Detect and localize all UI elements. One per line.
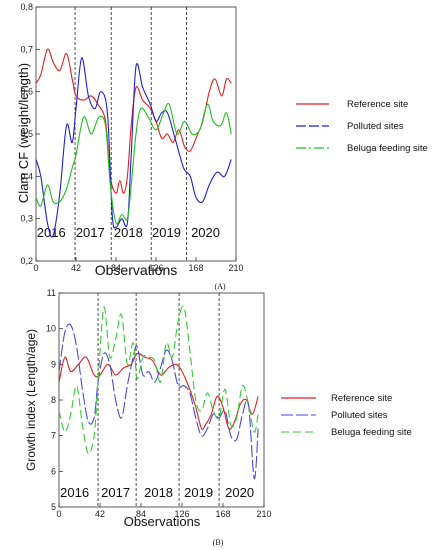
chart-a-series-line-2	[36, 57, 232, 238]
chart-b-plot-frame	[58, 292, 265, 508]
chart-a-year-label: 2017	[76, 225, 105, 240]
chart-b-xtick-label: 126	[174, 509, 189, 519]
chart-b-series-line-2	[59, 323, 259, 480]
chart-a-legend-beluga: Beluga feeding site	[347, 143, 428, 154]
chart-a-series	[36, 48, 232, 238]
chart-a-legend-reference: Reference site	[347, 99, 408, 110]
chart-a-xtick-label: 0	[33, 263, 38, 273]
chart-a-year-label: 2016	[37, 225, 66, 240]
chart-a-ytick-label: 0,3	[20, 214, 33, 224]
chart-b-ticks: 0 42 84 126 168 210 5 6 7 8 9 10 11	[46, 288, 272, 519]
chart-b-panel-label: (B)	[213, 538, 224, 547]
chart-a-xtick-label: 126	[148, 263, 163, 273]
chart-a-ytick-label: 0,7	[20, 44, 33, 54]
chart-a-legend: Reference site Polluted sites Beluga fee…	[296, 99, 428, 154]
chart-a-year-label: 2020	[191, 225, 220, 240]
chart-a-series-line-1	[36, 48, 232, 194]
chart-b-xlabel: Observations	[124, 514, 201, 529]
chart-b-ylabel: Growth index (Length/age)	[24, 329, 38, 471]
chart-b-xtick-label: 84	[136, 509, 146, 519]
chart-b-series-line-3	[59, 305, 259, 455]
chart-a-panel-label: (A)	[214, 282, 225, 291]
chart-a-xtick-label: 168	[188, 263, 203, 273]
chart-a-ytick-label: 0,8	[20, 2, 33, 12]
chart-b-ytick-label: 7	[51, 431, 56, 441]
chart-b-ytick-label: 5	[51, 502, 56, 512]
chart-b-legend: Reference site Polluted sites Beluga fee…	[281, 393, 412, 438]
chart-b-year-labels: 2016 2017 2018 2019 2020	[60, 485, 254, 500]
chart-b-year-label: 2017	[101, 485, 130, 500]
chart-a-year-labels: 2016 2017 2018 2019 2020	[37, 225, 220, 240]
chart-a-ytick-label: 0,6	[20, 87, 33, 97]
chart-b: 0 42 84 126 168 210 5 6 7 8 9 10 11 2016 2017 2018 2019…	[24, 288, 412, 547]
chart-b-dividers	[97, 293, 220, 507]
chart-b-ytick-label: 9	[51, 359, 56, 369]
chart-a-year-label: 2019	[152, 225, 181, 240]
chart-a-ytick-label: 0,4	[20, 171, 33, 181]
chart-b-legend-reference: Reference site	[331, 393, 392, 404]
chart-a-xtick-label: 210	[228, 263, 243, 273]
chart-b-xtick-label: 0	[56, 509, 61, 519]
chart-a-dividers	[74, 7, 187, 261]
chart-a-ylabel: Clam CF (weight/length)	[16, 63, 31, 203]
chart-b-ytick-label: 10	[46, 324, 56, 334]
chart-b-year-label: 2020	[225, 485, 254, 500]
chart-b-year-label: 2019	[184, 485, 213, 500]
chart-a-xtick-label: 42	[71, 263, 81, 273]
chart-a-year-label: 2018	[114, 225, 143, 240]
chart-b-series-line-1	[59, 352, 259, 431]
chart-a-ytick-label: 0,5	[20, 129, 33, 139]
chart-b-year-label: 2018	[144, 485, 173, 500]
chart-b-series	[59, 305, 259, 480]
chart-b-ytick-label: 11	[47, 288, 56, 298]
chart-a: 0 42 84 126 168 210 0,2 0,3 0,4 0,5 0,6 0,7 0,8 2016…	[16, 2, 428, 291]
chart-b-xtick-label: 42	[95, 509, 105, 519]
chart-a-series-line-3	[36, 103, 232, 225]
chart-a-legend-polluted: Polluted sites	[347, 121, 404, 132]
chart-b-ytick-label: 6	[51, 466, 56, 476]
chart-a-ticks: 0 42 84 126 168 210 0,2 0,3 0,4 0,5 0,6 0,7 0,8	[20, 2, 243, 273]
chart-a-ytick-label: 0,2	[20, 256, 33, 266]
chart-b-legend-polluted: Polluted sites	[331, 410, 388, 421]
chart-b-xtick-label: 210	[256, 509, 271, 519]
chart-a-xlabel: Observations	[95, 262, 177, 278]
chart-b-year-label: 2016	[60, 485, 89, 500]
chart-b-xtick-label: 168	[215, 509, 230, 519]
chart-b-legend-beluga: Beluga feeding site	[331, 427, 412, 438]
chart-b-ytick-label: 8	[51, 395, 56, 405]
chart-a-xtick-label: 84	[111, 263, 121, 273]
